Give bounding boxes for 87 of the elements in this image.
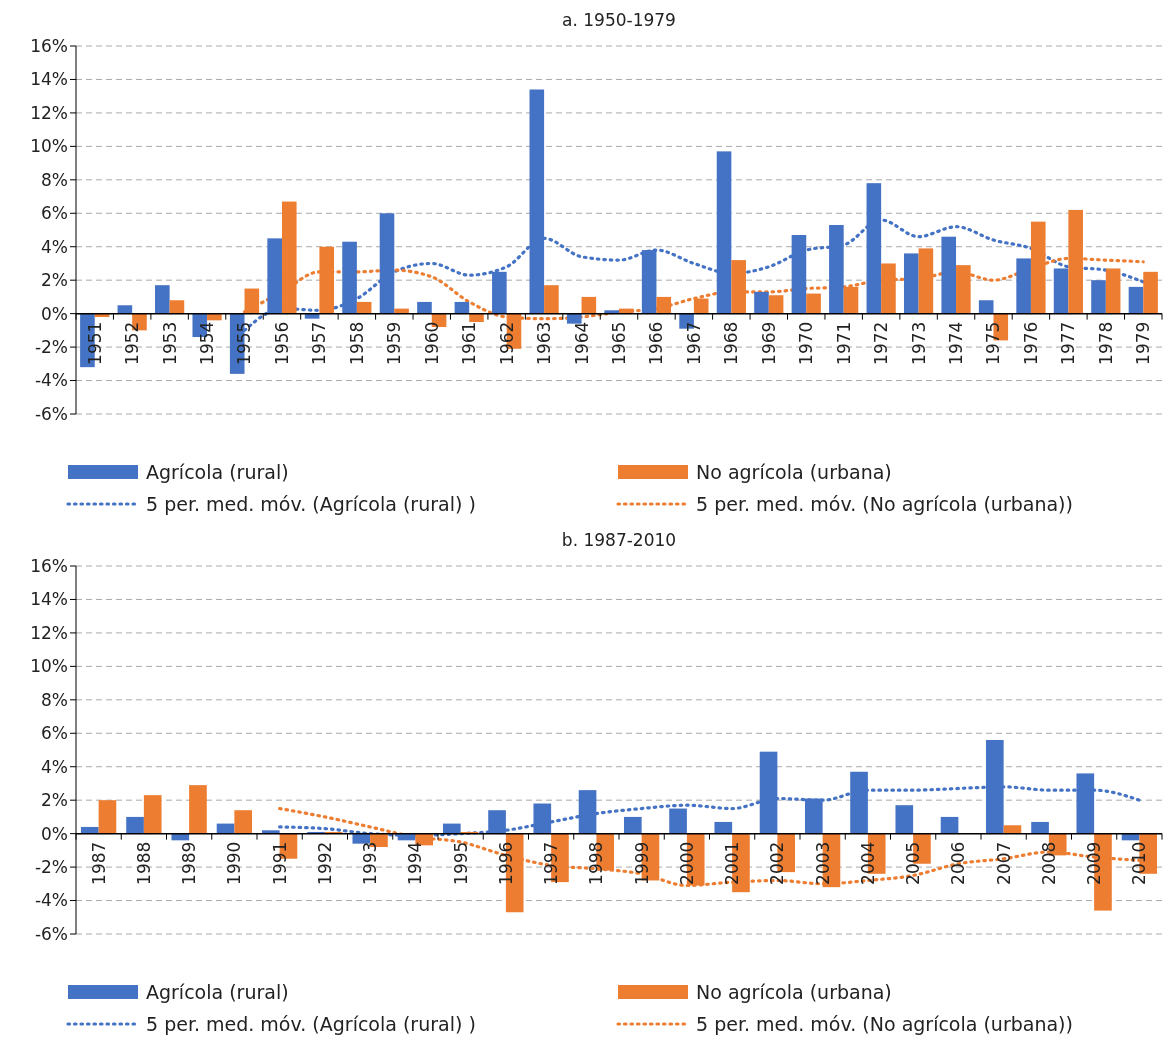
x-tick-label: 1992 [314,841,335,885]
x-tick-label: 1997 [541,841,562,885]
x-tick-label: 2000 [676,841,697,885]
y-tick-label: 0% [41,303,68,324]
y-tick-label: -6% [34,403,68,424]
y-tick-label: 14% [30,69,68,90]
x-tick-label: 1955 [234,321,255,365]
x-tick-label: 1971 [833,321,854,365]
legend-label: Agrícola (rural) [146,460,289,483]
x-tick-label: 1978 [1095,321,1116,365]
x-tick-label: 1973 [908,321,929,365]
x-tick-label: 1975 [983,321,1004,365]
x-tick-label: 1965 [608,321,629,365]
x-tick-label: 1967 [683,321,704,365]
legend-label: No agrícola (urbana) [696,980,892,1003]
y-tick-label: 10% [30,136,68,157]
x-tick-label: 1994 [405,841,426,885]
x-tick-label: 1988 [133,841,154,885]
x-tick-label: 1961 [459,321,480,365]
x-tick-label: 1993 [360,841,381,885]
x-tick-label: 1953 [159,321,180,365]
y-tick-label: -4% [34,370,68,391]
y-tick-label: 8% [41,689,68,710]
legend-label: 5 per. med. móv. (No agrícola (urbana)) [696,1012,1073,1035]
x-tick-label: 2007 [993,841,1014,885]
x-tick-label: 1995 [450,841,471,885]
y-tick-label: 16% [30,35,68,56]
x-tick-label: 1974 [945,321,966,365]
x-tick-label: 1964 [571,321,592,365]
x-tick-label: 1999 [631,841,652,885]
x-tick-label: 1968 [721,321,742,365]
x-tick-label: 1969 [758,321,779,365]
y-tick-label: 12% [30,622,68,643]
x-tick-label: 1976 [1020,321,1041,365]
x-tick-label: 1977 [1058,321,1079,365]
chart-title: b. 1987-2010 [561,530,677,550]
x-tick-label: 2008 [1038,841,1059,885]
x-tick-label: 1979 [1133,321,1154,365]
y-tick-label: 8% [41,169,68,190]
legend-label: Agrícola (rural) [146,980,289,1003]
y-tick-label: 2% [41,790,68,811]
x-tick-label: 1957 [309,321,330,365]
x-tick-label: 1963 [534,321,555,365]
legend-label: 5 per. med. móv. (Agrícola (rural) ) [146,1012,476,1035]
y-tick-label: 16% [30,555,68,576]
x-tick-label: 1951 [84,321,105,365]
x-tick-label: 1989 [179,841,200,885]
y-tick-label: 10% [30,656,68,677]
x-tick-label: 2010 [1129,841,1150,885]
x-tick-label: 2002 [767,841,788,885]
x-tick-label: 1972 [871,321,892,365]
x-tick-label: 1954 [197,321,218,365]
y-tick-label: 14% [30,589,68,610]
legend-label: No agrícola (urbana) [696,460,892,483]
x-tick-label: 1991 [269,841,290,885]
x-tick-label: 1996 [495,841,516,885]
y-tick-label: 2% [41,270,68,291]
x-tick-label: 1966 [646,321,667,365]
x-tick-label: 2003 [812,841,833,885]
y-tick-label: 12% [30,102,68,123]
x-tick-label: 1958 [346,321,367,365]
x-tick-label: 1998 [586,841,607,885]
x-tick-label: 1990 [224,841,245,885]
x-tick-label: 1959 [384,321,405,365]
y-tick-label: 6% [41,203,68,224]
x-tick-label: 2004 [857,841,878,885]
x-tick-label: 2009 [1084,841,1105,885]
y-tick-label: -4% [34,890,68,911]
legend-label: 5 per. med. móv. (Agrícola (rural) ) [146,492,476,515]
x-tick-label: 2005 [903,841,924,885]
x-tick-label: 1962 [496,321,517,365]
chart-title: a. 1950-1979 [562,10,676,30]
x-tick-label: 1952 [122,321,143,365]
y-tick-label: 0% [41,823,68,844]
x-tick-label: 2001 [722,841,743,885]
y-tick-label: -6% [34,923,68,944]
x-tick-label: 1960 [421,321,442,365]
x-tick-label: 1956 [271,321,292,365]
y-tick-label: 4% [41,236,68,257]
x-tick-label: 2006 [948,841,969,885]
y-tick-label: 4% [41,756,68,777]
y-tick-label: 6% [41,723,68,744]
y-tick-label: -2% [34,857,68,878]
x-tick-label: 1987 [88,841,109,885]
x-tick-label: 1970 [796,321,817,365]
y-tick-label: -2% [34,337,68,358]
legend-label: 5 per. med. móv. (No agrícola (urbana)) [696,492,1073,515]
